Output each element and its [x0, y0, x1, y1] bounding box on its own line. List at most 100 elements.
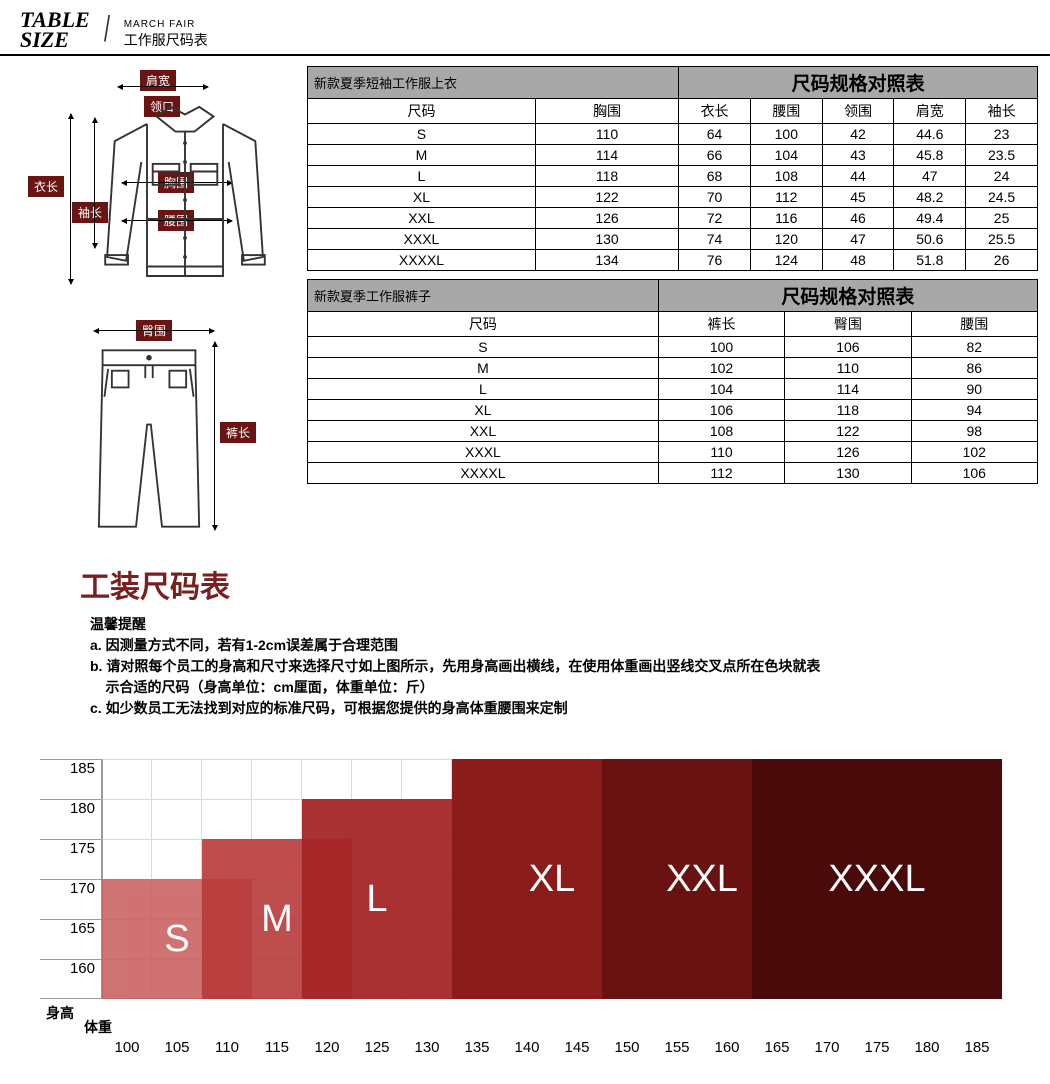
table-row: S10010682: [308, 337, 1038, 358]
table-cell: 110: [535, 124, 678, 145]
table-cell: 49.4: [894, 208, 966, 229]
x-label: 150: [602, 1039, 652, 1056]
grid-cell: [152, 759, 202, 799]
title-line2: SIZE: [20, 30, 90, 50]
table-cell: 118: [535, 166, 678, 187]
table-cell: 26: [966, 250, 1038, 271]
table-cell: 130: [535, 229, 678, 250]
top-main-title: 尺码规格对照表: [679, 67, 1038, 99]
grid-cell: [602, 919, 652, 959]
grid-cell: [502, 879, 552, 919]
grid-row: 160: [40, 959, 1010, 999]
grid-cell: [902, 759, 952, 799]
table-cell: L: [308, 166, 536, 187]
grid-cell: [752, 959, 802, 999]
table-cell: 68: [679, 166, 751, 187]
pants-icon: [84, 336, 214, 541]
grid-cell: [652, 959, 702, 999]
table-cell: L: [308, 379, 659, 400]
grid-cell: [502, 839, 552, 879]
grid-cell: [202, 919, 252, 959]
col-header: 尺码: [308, 312, 659, 337]
table-cell: 70: [679, 187, 751, 208]
table-row: XXXL130741204750.625.5: [308, 229, 1038, 250]
grid-cell: [702, 919, 752, 959]
label-pant: 裤长: [220, 422, 256, 443]
table-cell: S: [308, 124, 536, 145]
x-labels: 1001051101151201251301351401451501551601…: [102, 1005, 1010, 1056]
table-cell: 110: [785, 358, 911, 379]
table-cell: 114: [785, 379, 911, 400]
header: TABLE SIZE / MARCH FAIR 工作服尺码表: [0, 0, 1050, 56]
grid-cell: [252, 839, 302, 879]
grid-cell: [452, 959, 502, 999]
grid-cell: [652, 839, 702, 879]
table-cell: M: [308, 145, 536, 166]
grid-cell: [602, 879, 652, 919]
grid-cell: [652, 919, 702, 959]
grid-cell: [452, 759, 502, 799]
table-cell: 100: [658, 337, 784, 358]
grid-cell: [602, 959, 652, 999]
grid-cell: [752, 919, 802, 959]
x-label: 155: [652, 1039, 702, 1056]
grid-cell: [602, 839, 652, 879]
table-cell: 47: [894, 166, 966, 187]
grid-cell: [502, 919, 552, 959]
grid-cell: [902, 839, 952, 879]
grid-cell: [552, 799, 602, 839]
grid-cell: [302, 959, 352, 999]
table-cell: 122: [535, 187, 678, 208]
grid-cell: [402, 839, 452, 879]
big-title: 工装尺码表: [80, 562, 1050, 606]
grid-cell: [852, 919, 902, 959]
table-cell: 102: [911, 442, 1037, 463]
grid-cell: [902, 919, 952, 959]
table-cell: 108: [750, 166, 822, 187]
main: 肩宽 领口 衣长 袖长 胸围 腰围: [0, 56, 1050, 556]
grid-cell: [802, 759, 852, 799]
table-cell: XXL: [308, 421, 659, 442]
y-label: 165: [40, 919, 102, 959]
x-label: 180: [902, 1039, 952, 1056]
slash-icon: /: [104, 8, 110, 50]
jacket-icon: [90, 90, 280, 310]
grid-cell: [302, 839, 352, 879]
x-label: 100: [102, 1039, 152, 1056]
grid-cell: [752, 799, 802, 839]
table-cell: 124: [750, 250, 822, 271]
x-label: 170: [802, 1039, 852, 1056]
table-row: S110641004244.623: [308, 124, 1038, 145]
x-label: 130: [402, 1039, 452, 1056]
col-header: 裤长: [658, 312, 784, 337]
grid-cell: [252, 959, 302, 999]
grid-cell: [952, 839, 1002, 879]
grid-cell: [152, 879, 202, 919]
table-cell: 100: [750, 124, 822, 145]
table-cell: 45: [822, 187, 894, 208]
y-label: 175: [40, 839, 102, 879]
table-row: L11868108444724: [308, 166, 1038, 187]
table-row: XL122701124548.224.5: [308, 187, 1038, 208]
col-header: 袖长: [966, 99, 1038, 124]
grid-cell: [102, 759, 152, 799]
grid-cell: [952, 799, 1002, 839]
table-cell: 50.6: [894, 229, 966, 250]
grid-cell: [802, 919, 852, 959]
table-cell: 106: [911, 463, 1037, 484]
grid-cell: [402, 959, 452, 999]
grid-cell: [352, 799, 402, 839]
arrow-length: [70, 114, 71, 284]
table-cell: 106: [785, 337, 911, 358]
grid-cell: [202, 879, 252, 919]
grid-cell: [352, 919, 402, 959]
table-cell: 43: [822, 145, 894, 166]
grid-cell: [102, 919, 152, 959]
grid-cell: [152, 839, 202, 879]
tips: 温馨提醒 a. 因测量方式不同，若有1-2cm误差属于合理范围 b. 请对照每个…: [90, 614, 1050, 719]
arrow-pantlen: [214, 342, 215, 530]
grid-cell: [302, 799, 352, 839]
table-cell: 24: [966, 166, 1038, 187]
sub-bot: 工作服尺码表: [124, 30, 208, 50]
table-row: XXL10812298: [308, 421, 1038, 442]
